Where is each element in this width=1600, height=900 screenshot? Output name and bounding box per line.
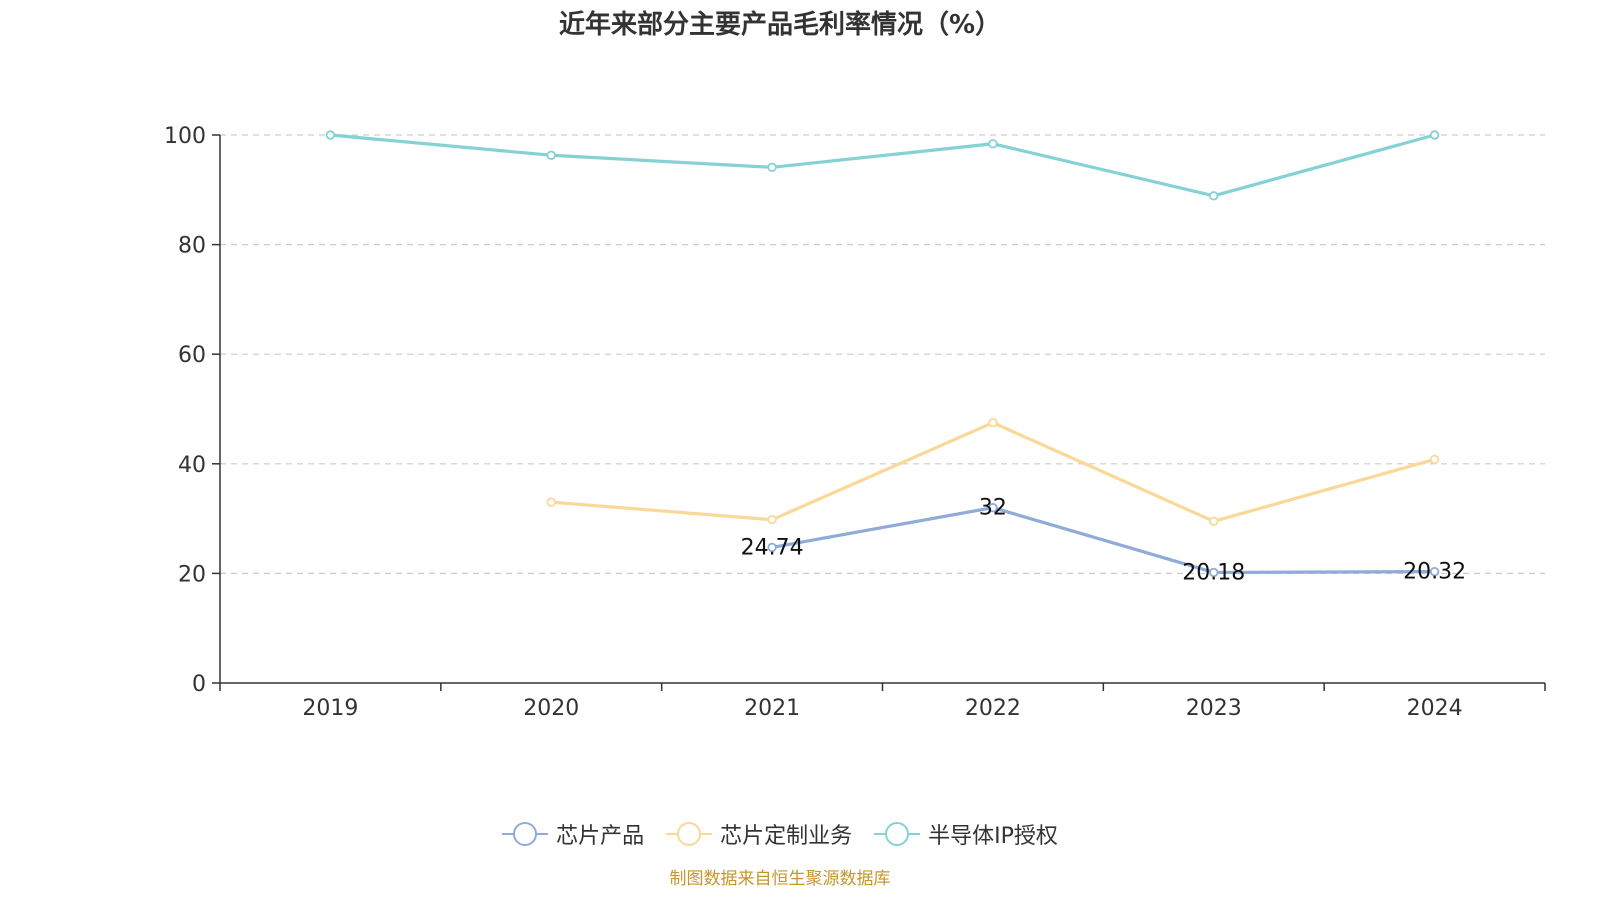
source-note: 制图数据来自恒生聚源数据库 bbox=[669, 869, 891, 889]
legend: 芯片产品 芯片定制业务 半导体IP授权 bbox=[0, 818, 1560, 850]
chart-title: 近年来部分主要产品毛利率情况（%） bbox=[558, 10, 1002, 40]
x-tick-label: 2024 bbox=[1407, 696, 1463, 721]
data-point bbox=[1209, 567, 1219, 578]
x-tick-label: 2019 bbox=[302, 696, 358, 721]
data-point bbox=[1429, 454, 1440, 465]
grid-lines bbox=[220, 134, 1545, 575]
x-tick-label: 2023 bbox=[1186, 696, 1242, 721]
legend-marker-icon bbox=[666, 822, 713, 846]
legend-item[interactable]: 芯片定制业务 bbox=[666, 818, 852, 850]
data-label: 24.74 bbox=[741, 535, 804, 560]
data-point bbox=[1209, 191, 1219, 201]
data-point bbox=[546, 150, 556, 160]
data-point bbox=[1209, 516, 1219, 527]
data-label: 20.18 bbox=[1182, 560, 1245, 585]
y-tick-label: 0 bbox=[192, 672, 206, 697]
data-point bbox=[325, 130, 336, 140]
y-tick-label: 100 bbox=[164, 124, 206, 149]
data-label: 20.32 bbox=[1403, 560, 1466, 585]
data-point bbox=[1429, 566, 1440, 577]
series-lines bbox=[325, 130, 1440, 578]
y-tick-label: 80 bbox=[178, 234, 206, 259]
data-point bbox=[767, 514, 777, 525]
data-point bbox=[988, 418, 998, 428]
data-point bbox=[988, 139, 998, 149]
legend-marker-icon bbox=[874, 822, 921, 846]
y-tick-label: 60 bbox=[178, 343, 206, 368]
series-line-2 bbox=[330, 133, 1436, 198]
data-label: 32 bbox=[979, 496, 1007, 521]
data-point bbox=[546, 497, 556, 507]
legend-marker-icon bbox=[502, 822, 549, 846]
legend-item[interactable]: 芯片产品 bbox=[502, 818, 644, 850]
data-point bbox=[988, 502, 998, 513]
axes: 0 20 40 60 80 100 2019 2020 2021 2022 2023 2024 bbox=[164, 124, 1546, 721]
legend-label: 芯片定制业务 bbox=[720, 824, 853, 849]
data-point bbox=[1429, 130, 1440, 140]
data-point bbox=[767, 542, 777, 553]
x-tick-label: 2020 bbox=[523, 696, 579, 721]
data-labels: 24.74 32 20.18 20.32 bbox=[741, 496, 1466, 586]
legend-label: 半导体IP授权 bbox=[928, 824, 1058, 849]
y-tick-label: 40 bbox=[178, 453, 206, 478]
x-tick-label: 2021 bbox=[744, 696, 800, 721]
legend-label: 芯片产品 bbox=[556, 824, 645, 849]
legend-item[interactable]: 半导体IP授权 bbox=[874, 818, 1058, 850]
series-line-0 bbox=[771, 506, 1435, 575]
data-point bbox=[767, 162, 777, 173]
y-tick-label: 20 bbox=[178, 562, 206, 587]
x-tick-label: 2022 bbox=[965, 696, 1021, 721]
